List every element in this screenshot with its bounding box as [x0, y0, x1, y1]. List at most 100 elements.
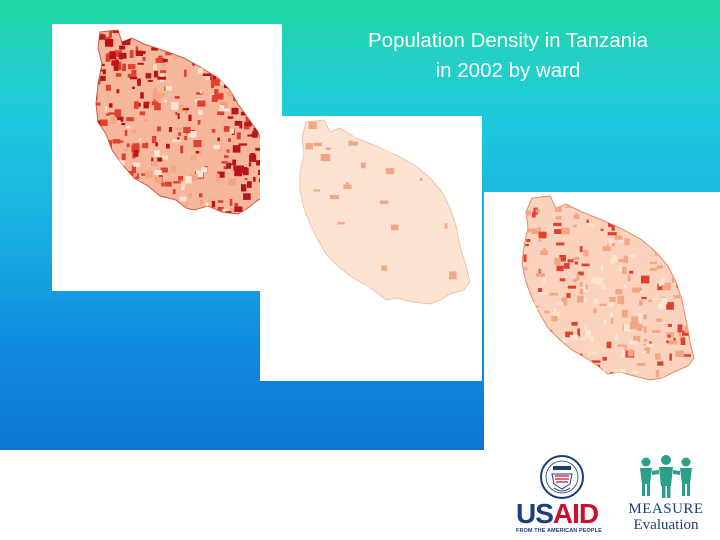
ward-patch [202, 73, 211, 76]
ward-patch [211, 95, 218, 102]
ward-patch [621, 309, 628, 318]
ward-patch [222, 208, 228, 212]
ward-patch [207, 30, 210, 33]
ward-patch [529, 329, 532, 334]
ward-patch [253, 53, 259, 58]
ward-patch [121, 153, 126, 161]
ward-patch [621, 350, 626, 355]
ward-patch [143, 204, 150, 208]
ward-patch [255, 59, 259, 65]
ward-patch [112, 30, 120, 33]
ward-patch [109, 116, 115, 119]
ward-patch [538, 268, 541, 276]
ward-patch [116, 116, 124, 122]
ward-patch [113, 65, 119, 71]
ward-patch [228, 138, 231, 142]
ward-patch [370, 155, 374, 158]
ward-patch [603, 320, 607, 325]
ward-patch [666, 302, 674, 310]
ward-patch [97, 63, 105, 67]
ward-patch [615, 333, 619, 341]
ward-patch [141, 173, 148, 176]
ward-patch [538, 288, 543, 292]
ward-patch [618, 259, 624, 262]
ward-patch [301, 151, 307, 159]
ward-patch [644, 347, 650, 354]
ward-patch [100, 75, 106, 81]
ward-patch [554, 204, 562, 212]
ward-patch [320, 146, 329, 152]
ward-patch [115, 73, 122, 77]
ward-patch [627, 274, 631, 282]
ward-patch [379, 200, 389, 205]
ward-patch [253, 176, 256, 182]
ward-patch [173, 181, 181, 184]
ward-patch [222, 108, 230, 112]
ward-patch [662, 282, 671, 291]
ward-patch [399, 148, 403, 151]
ward-patch [535, 209, 541, 213]
ward-patch [209, 73, 214, 81]
ward-patch [96, 127, 102, 135]
ward-patch [644, 228, 652, 234]
ward-patch [111, 163, 121, 171]
ward-patch [234, 120, 241, 126]
ward-patch [176, 30, 180, 37]
ward-patch [217, 171, 225, 178]
ward-patch [148, 198, 152, 204]
ward-patch [539, 320, 546, 326]
ward-patch [657, 361, 664, 366]
measure-subtitle: Evaluation [633, 517, 699, 533]
ward-patch [308, 213, 311, 216]
ward-patch [683, 354, 691, 357]
ward-patch [98, 170, 104, 174]
ward-patch [618, 266, 625, 272]
ward-patch [126, 143, 130, 148]
ward-patch [248, 162, 252, 167]
ward-patch [569, 334, 579, 341]
tanzania-ward-density-map-dense [95, 29, 277, 215]
ward-patch [137, 62, 144, 65]
ward-patch [626, 201, 636, 209]
ward-patch [199, 90, 203, 94]
ward-patch [151, 101, 158, 106]
ward-patch [97, 155, 107, 159]
ward-patch [254, 49, 262, 56]
ward-patch [123, 184, 127, 191]
tanzania-ward-density-map-light [299, 119, 471, 305]
ward-patch [247, 134, 254, 137]
ward-patch [424, 201, 430, 208]
ward-patch [165, 49, 172, 56]
ward-patch [134, 117, 138, 121]
ward-patch [122, 63, 126, 72]
ward-patch [661, 231, 668, 236]
ward-patch [525, 244, 529, 247]
ward-patch [643, 339, 648, 342]
ward-patch [246, 79, 252, 85]
ward-patch [640, 288, 644, 294]
ward-patch [603, 204, 612, 212]
ward-patch [579, 281, 583, 287]
ward-patch [563, 263, 570, 269]
ward-patch [403, 135, 411, 144]
ward-patch [531, 228, 541, 234]
ward-patch [672, 210, 682, 214]
ward-patch [247, 181, 252, 188]
ward-patch [604, 213, 609, 219]
ward-patch [632, 287, 640, 293]
ward-patch [128, 64, 136, 70]
ward-patch [533, 355, 543, 362]
ward-patch [457, 257, 464, 265]
ward-patch [96, 94, 98, 100]
ward-patch [180, 145, 184, 154]
ward-patch [609, 241, 614, 244]
ward-patch [300, 271, 308, 277]
ward-patch [655, 217, 664, 221]
ward-patch [179, 33, 185, 40]
ward-patch [675, 267, 679, 270]
ward-patch [671, 255, 677, 260]
ward-patch [542, 248, 546, 252]
ward-patch [596, 211, 603, 216]
ward-patch [197, 47, 201, 55]
ward-patch [453, 300, 457, 304]
